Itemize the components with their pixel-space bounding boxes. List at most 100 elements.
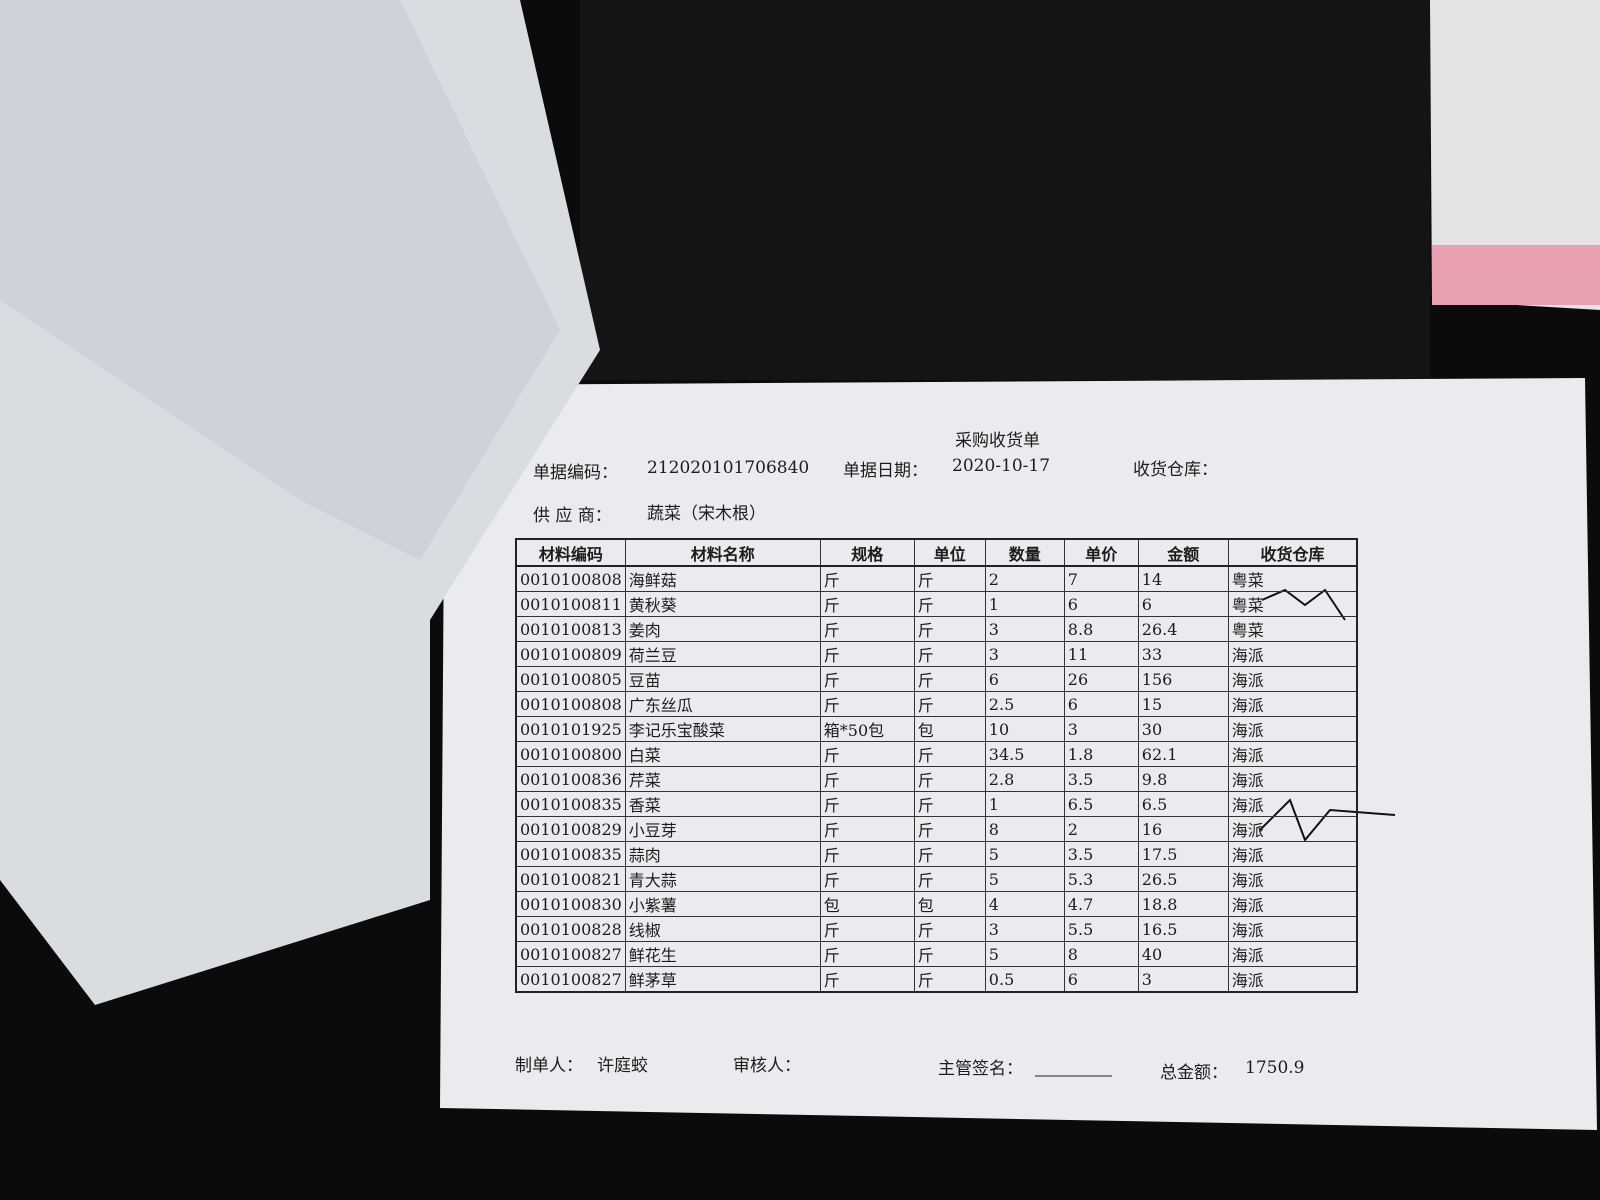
table-cell: 14 (1137, 565, 1229, 592)
table-cell: 斤 (913, 766, 986, 792)
table-cell: 海派 (1227, 966, 1358, 993)
table-row: 0010100800 白菜斤斤 34.5 1.8 62.1 海派 (515, 741, 1358, 767)
column-header: 规格 (819, 538, 915, 567)
table-cell: 斤 (819, 591, 915, 617)
title: 采购收货单 (955, 431, 1040, 451)
table-cell: 15 (1137, 691, 1229, 717)
column-header: 单价 (1063, 538, 1139, 567)
table-cell: 0010100835 (515, 791, 626, 817)
table-cell: 斤 (819, 916, 915, 942)
table-cell: 海派 (1227, 891, 1358, 917)
table-cell: 蒜肉 (624, 841, 821, 867)
table-cell: 17.5 (1137, 841, 1229, 867)
table-cell: 6.5 (1137, 791, 1229, 817)
column-header: 金额 (1137, 538, 1229, 567)
header-row: 材料编码 材料名称 规格 单位 数量 单价 金额 收货仓库 (515, 538, 1358, 567)
table-cell: 0010100808 (515, 565, 626, 592)
table-cell: 斤 (913, 941, 986, 967)
table-cell: 斤 (913, 741, 986, 767)
field-label: 供 应 商： (533, 506, 612, 526)
table-cell: 海派 (1227, 941, 1358, 967)
table-cell: 8 (984, 816, 1065, 842)
table-row: 0010100827 鲜茅草斤斤 0.5 6 3 海派 (515, 966, 1358, 993)
table-row: 0010100821 青大蒜斤斤 5 5.3 26.5 海派 (515, 866, 1358, 892)
table-row: 0010100829 小豆芽斤斤 8 2 16 海派 (515, 816, 1358, 842)
table-cell: 斤 (819, 766, 915, 792)
table-cell: 3 (984, 916, 1065, 942)
table-cell: 香菜 (624, 791, 821, 817)
table-cell: 海派 (1227, 666, 1358, 692)
table-cell: 海派 (1227, 866, 1358, 892)
table-cell: 黄秋葵 (624, 591, 821, 617)
field-value: 2020-10-17 (952, 456, 1051, 476)
column-header: 数量 (984, 538, 1065, 567)
table-cell: 0010100828 (515, 916, 626, 942)
table-cell: 斤 (913, 591, 986, 617)
table-cell: 3 (984, 641, 1065, 667)
table-cell: 6 (1137, 591, 1229, 617)
table-cell: 7 (1063, 565, 1139, 592)
table-cell: 姜肉 (624, 616, 821, 642)
table-cell: 青大蒜 (624, 866, 821, 892)
table-cell: 26.5 (1137, 866, 1229, 892)
table-cell: 白菜 (624, 741, 821, 767)
table-cell: 0010101925 (515, 716, 626, 742)
table-cell: 9.8 (1137, 766, 1229, 792)
field-label: 单据日期： (843, 461, 928, 481)
table-cell: 鲜花生 (624, 941, 821, 967)
table-cell: 26 (1063, 666, 1139, 692)
table-row: 0010100828 线椒斤斤 3 5.5 16.5 海派 (515, 916, 1358, 942)
table-row: 0010100835 蒜肉斤斤 5 3.5 17.5 海派 (515, 841, 1358, 867)
table-cell: 5.3 (1063, 866, 1139, 892)
table-cell: 33 (1137, 641, 1229, 667)
table-cell: 海派 (1227, 916, 1358, 942)
table-cell: 0010100805 (515, 666, 626, 692)
column-header: 单位 (913, 538, 986, 567)
table-cell: 海派 (1227, 841, 1358, 867)
table-row: 0010100805 豆苗斤斤 6 26 156 海派 (515, 666, 1358, 692)
table-cell: 粤菜 (1227, 565, 1358, 592)
table-cell: 海派 (1227, 766, 1358, 792)
table-cell: 3.5 (1063, 841, 1139, 867)
table-cell: 3 (984, 616, 1065, 642)
table-cell: 0010100808 (515, 691, 626, 717)
table-cell: 6.5 (1063, 791, 1139, 817)
table-cell: 16 (1137, 816, 1229, 842)
table-cell: 海派 (1227, 791, 1358, 817)
field-label: 单据编码： (533, 463, 618, 483)
table-cell: 斤 (913, 791, 986, 817)
field-label: 收货仓库： (1133, 460, 1218, 480)
table-cell: 30 (1137, 716, 1229, 742)
table-cell: 0010100809 (515, 641, 626, 667)
table-cell: 0010100800 (515, 741, 626, 767)
column-header: 材料编码 (515, 538, 626, 567)
table-cell: 豆苗 (624, 666, 821, 692)
table-cell: 1.8 (1063, 741, 1139, 767)
table-cell: 5 (984, 866, 1065, 892)
goods-table: 材料编码 材料名称 规格 单位 数量 单价 金额 收货仓库 0010100808 海鲜菇斤斤 2 7 1… (515, 538, 1359, 993)
table-cell: 包 (819, 891, 915, 917)
table-cell: 0010100813 (515, 616, 626, 642)
table-cell: 海鲜菇 (624, 565, 821, 592)
table-cell: 斤 (819, 966, 915, 993)
table-cell: 斤 (819, 741, 915, 767)
table-row: 0010100835 香菜斤斤 1 6.5 6.5 海派 (515, 791, 1358, 817)
table-cell: 小豆芽 (624, 816, 821, 842)
footer-label: 制单人： (515, 1056, 583, 1076)
field-value: 蔬菜（宋木根） (647, 504, 766, 524)
table-cell: 海派 (1227, 641, 1358, 667)
table-cell: 线椒 (624, 916, 821, 942)
table-cell: 1 (984, 791, 1065, 817)
table-row: 0010100827 鲜花生斤斤 5 8 40 海派 (515, 941, 1358, 967)
table-cell: 斤 (913, 565, 986, 592)
table-cell: 16.5 (1137, 916, 1229, 942)
footer-label: 主管签名： (938, 1059, 1023, 1079)
table-cell: 粤菜 (1227, 591, 1358, 617)
table-cell: 海派 (1227, 691, 1358, 717)
table-cell: 斤 (913, 841, 986, 867)
table-cell: 斤 (819, 616, 915, 642)
field-value: 212020101706840 (647, 458, 810, 478)
table-cell: 斤 (819, 666, 915, 692)
table-cell: 26.4 (1137, 616, 1229, 642)
